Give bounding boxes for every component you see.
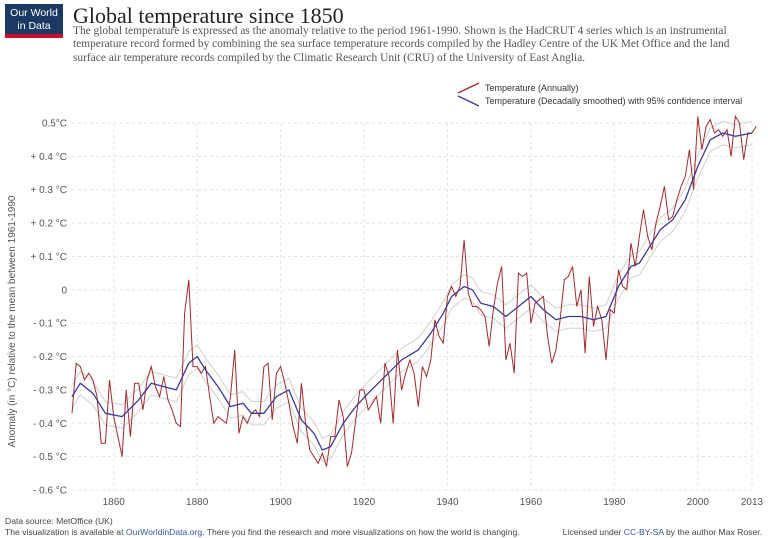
y-axis: 0.5°C + 0.4 °C + 0.3 °C + 0.2 °C + 0.1 °C 0 - … xyxy=(30,119,67,497)
y-tick-label: + 0.4 °C xyxy=(30,152,67,163)
owid-logo: Our World in Data xyxy=(5,4,63,38)
logo-line-1: Our World xyxy=(10,7,58,19)
chart-subtitle: The global temperature is expressed as t… xyxy=(73,25,730,64)
x-tick-label: 1880 xyxy=(186,497,209,508)
legend-swatch xyxy=(457,82,480,94)
legend-entry: Temperature (Annually) xyxy=(485,83,579,93)
x-tick-label: 1900 xyxy=(269,497,292,508)
y-tick-label: - 0.5 °C xyxy=(33,452,67,463)
y-tick-label: 0.5°C xyxy=(42,119,67,130)
confidence-bound-line xyxy=(71,144,753,463)
y-tick-label: - 0.6 °C xyxy=(33,486,67,497)
availability-suffix: . There you find the research and more v… xyxy=(202,527,520,537)
footer-availability: The visualization is available at OurWor… xyxy=(5,527,520,537)
y-tick-label: + 0.1 °C xyxy=(30,252,67,263)
y-tick-label: + 0.2 °C xyxy=(30,219,67,230)
footer-license: Licensed under CC-BY-SA by the author Ma… xyxy=(563,527,762,537)
x-tick-label: 2013 xyxy=(741,497,764,508)
x-tick-label: 2000 xyxy=(687,497,710,508)
x-tick-label: 1980 xyxy=(603,497,626,508)
license-prefix: Licensed under xyxy=(562,527,624,537)
x-axis: 1860 1880 1900 1920 1940 1960 1980 2000 2013 xyxy=(103,497,764,508)
y-tick-label: - 0.2 °C xyxy=(33,352,67,363)
confidence-bound-line xyxy=(71,120,753,439)
license-suffix: by the author Max Roser. xyxy=(663,527,762,537)
footer-source: Data source: MetOffice (UK) xyxy=(5,516,113,526)
y-tick-label: - 0.3 °C xyxy=(33,385,67,396)
y-tick-label: + 0.3 °C xyxy=(30,185,67,196)
smoothed-temperature-line xyxy=(71,132,753,451)
y-tick-label: 0 xyxy=(61,285,67,296)
y-tick-label: - 0.4 °C xyxy=(33,419,67,430)
annual-temperature-line xyxy=(71,114,757,467)
grid-lines xyxy=(72,122,753,491)
x-tick-label: 1920 xyxy=(353,497,376,508)
license-link[interactable]: CC-BY-SA xyxy=(623,527,664,537)
y-tick-label: - 0.1 °C xyxy=(33,319,67,330)
legend: Temperature (Annually) Temperature (Decad… xyxy=(457,82,742,107)
x-tick-label: 1960 xyxy=(520,497,543,508)
series-lines xyxy=(71,114,757,467)
chart-title: Global temperature since 1850 xyxy=(73,3,344,28)
logo-line-2: in Data xyxy=(17,20,51,32)
x-tick-label: 1860 xyxy=(103,497,126,508)
legend-entry: Temperature (Decadally smoothed) with 95… xyxy=(485,96,742,106)
availability-prefix: The visualization is available at xyxy=(5,527,126,537)
owid-link[interactable]: OurWorldinData.org xyxy=(125,527,203,537)
y-axis-label: Anomaly (in °C) relative to the mean bet… xyxy=(7,195,18,447)
legend-swatch xyxy=(457,95,480,107)
confidence-interval xyxy=(71,120,753,463)
x-tick-label: 1940 xyxy=(436,497,459,508)
